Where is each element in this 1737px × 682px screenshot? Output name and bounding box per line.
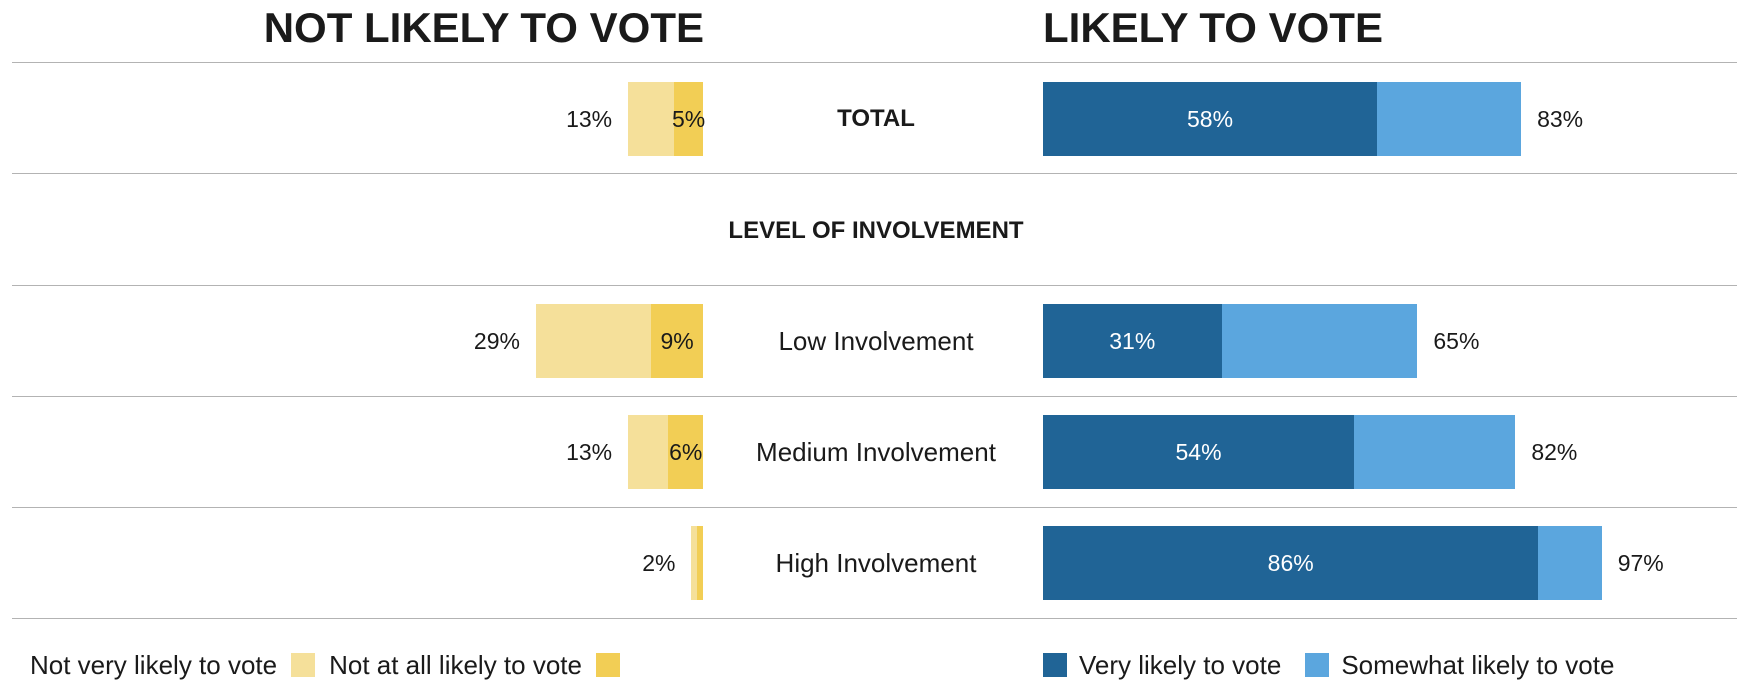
row-divider <box>12 285 1737 286</box>
value-label-very-likely: 86% <box>1267 550 1314 576</box>
bar-very-likely <box>1043 526 1539 600</box>
value-label-not-likely-total: 29% <box>473 328 520 354</box>
bar-not-very-likely <box>628 82 675 156</box>
legend-not-at-all-likely-label: Not at all likely to vote <box>329 650 582 680</box>
value-label-likely-total: 65% <box>1433 328 1480 354</box>
value-label-not-likely-total: 2% <box>642 550 676 576</box>
legend-left: Not very likely to vote Not at all likel… <box>30 648 634 682</box>
section-title: LEVEL OF INVOLVEMENT <box>728 217 1024 244</box>
bar-not-at-all-likely <box>674 82 703 156</box>
bar-somewhat-likely <box>1354 415 1516 489</box>
value-label-not-at-all-likely: 9% <box>660 328 694 354</box>
bar-very-likely <box>1043 415 1355 489</box>
bar-not-at-all-likely <box>697 526 703 600</box>
value-label-not-likely-total: 13% <box>566 106 613 132</box>
bar-not-very-likely <box>535 304 652 378</box>
bar-somewhat-likely <box>1377 82 1522 156</box>
bar-very-likely <box>1043 82 1378 156</box>
value-label-not-at-all-likely: 6% <box>669 439 703 465</box>
value-label-likely-total: 82% <box>1531 439 1578 465</box>
value-label-very-likely: 31% <box>1109 328 1156 354</box>
bar-somewhat-likely <box>1538 526 1602 600</box>
bar-not-at-all-likely <box>651 304 703 378</box>
bar-very-likely <box>1043 304 1222 378</box>
legend-right: Very likely to vote Somewhat likely to v… <box>1043 648 1614 682</box>
category-label: Low Involvement <box>778 326 974 356</box>
value-label-likely-total: 97% <box>1617 550 1664 576</box>
legend-very-likely-swatch <box>1043 653 1067 677</box>
value-label-not-at-all-likely: 5% <box>671 106 706 132</box>
category-label: Medium Involvement <box>756 437 996 467</box>
bar-somewhat-likely <box>1221 304 1418 378</box>
legend-very-likely-label: Very likely to vote <box>1079 650 1282 680</box>
value-label-very-likely: 54% <box>1175 439 1222 465</box>
legend-not-very-likely-label: Not very likely to vote <box>30 650 278 680</box>
legend-not-at-all-likely-swatch <box>595 653 620 677</box>
bar-not-at-all-likely <box>668 415 703 489</box>
legend-not-very-likely-swatch <box>291 653 316 677</box>
value-label-very-likely: 58% <box>1187 106 1234 132</box>
bar-not-very-likely <box>628 415 669 489</box>
row-divider <box>12 618 1737 619</box>
not-likely-heading: NOT LIKELY TO VOTE <box>263 4 704 51</box>
category-label: High Involvement <box>775 548 977 578</box>
bar-not-very-likely <box>691 526 698 600</box>
row-divider <box>12 396 1737 397</box>
value-label-not-likely-total: 13% <box>566 439 613 465</box>
row-divider <box>12 62 1737 63</box>
value-label-likely-total: 83% <box>1537 106 1584 132</box>
row-divider <box>12 173 1737 174</box>
category-label: TOTAL <box>837 105 915 132</box>
legend-somewhat-likely-label: Somewhat likely to vote <box>1341 650 1615 680</box>
legend-somewhat-likely-swatch <box>1305 653 1330 677</box>
row-divider <box>12 507 1737 508</box>
likely-heading: LIKELY TO VOTE <box>1043 4 1383 51</box>
